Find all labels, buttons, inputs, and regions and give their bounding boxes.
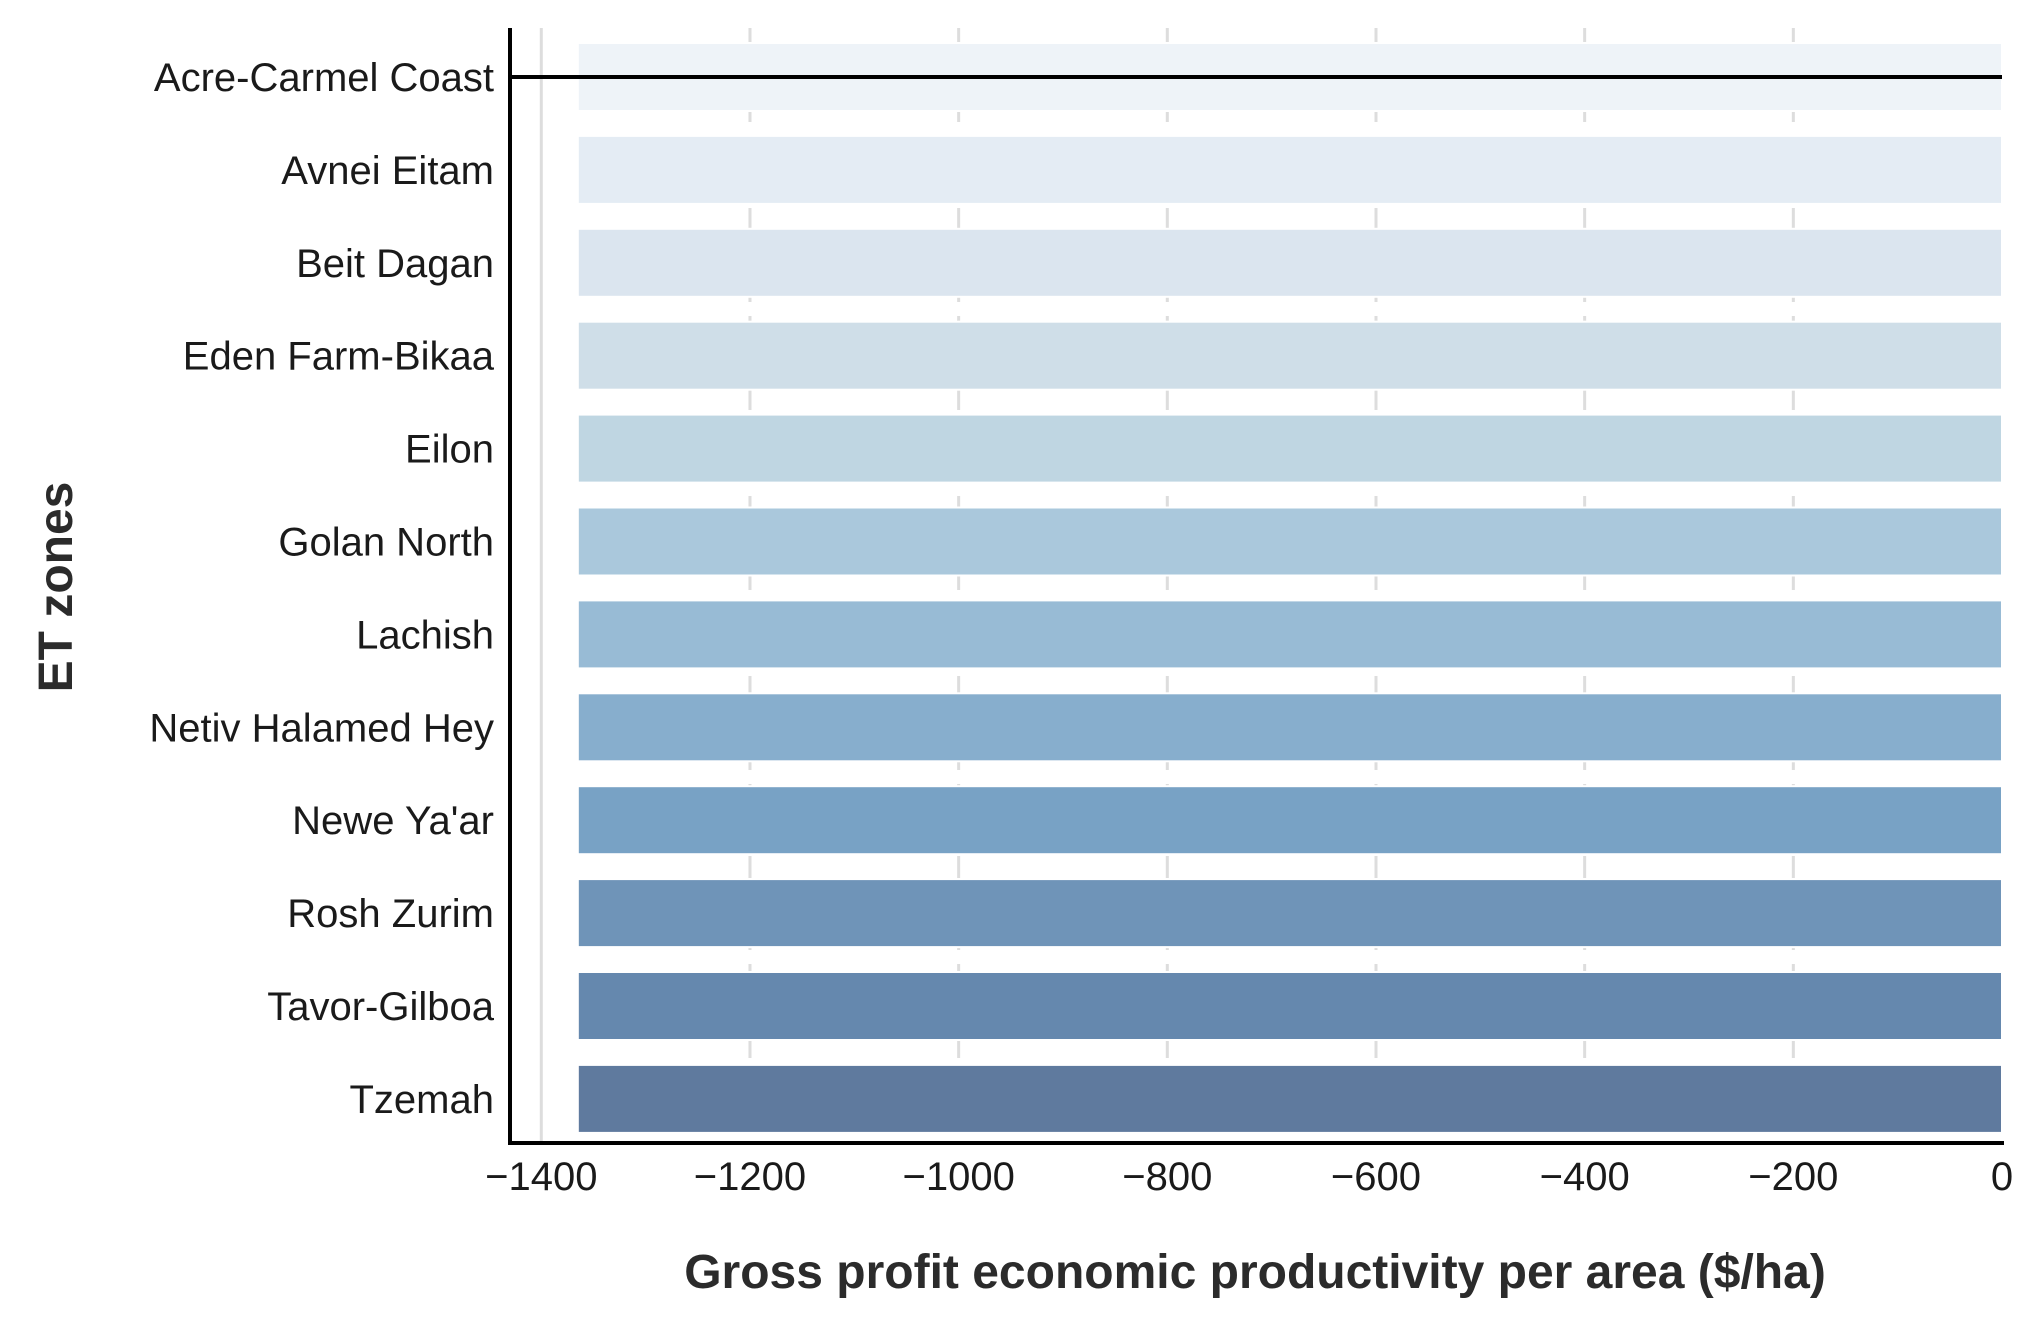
y-tick-label: Tavor-Gilboa (267, 985, 495, 1029)
y-tick-label: Newe Ya'ar (292, 799, 494, 843)
y-tick-label: Lachish (356, 613, 494, 657)
y-tick-label: Rosh Zurim (287, 892, 494, 936)
bar (576, 506, 2003, 577)
bar (576, 599, 2003, 670)
y-tick-label: Beit Dagan (296, 242, 494, 286)
x-axis-title: Gross profit economic productivity per a… (684, 1246, 1826, 1299)
x-tick-label: −200 (1748, 1155, 1838, 1199)
x-tick-label: −600 (1331, 1155, 1421, 1199)
x-tick-label: −400 (1540, 1155, 1630, 1199)
y-axis-title: ET zones (30, 482, 83, 693)
x-tick-label: −1400 (485, 1155, 597, 1199)
y-tick-label: Acre-Carmel Coast (154, 56, 494, 100)
y-tick-label: Golan North (278, 521, 494, 565)
y-tick-label: Eilon (405, 428, 494, 472)
bar (576, 878, 2003, 949)
bar (576, 320, 2003, 391)
axes (508, 28, 2004, 1145)
x-tick-labels: −1400 −1200 −1000 −800 −600 −400 −200 0 (485, 1155, 2013, 1199)
bars (576, 42, 2003, 1134)
x-tick-label: −1200 (694, 1155, 806, 1199)
x-tick-label: −1000 (902, 1155, 1014, 1199)
x-tick-label: −800 (1122, 1155, 1212, 1199)
x-tick-label: 0 (1991, 1155, 2013, 1199)
gridlines (539, 28, 1795, 1143)
y-tick-labels: Acre-Carmel Coast Avnei Eitam Beit Dagan Ed… (149, 56, 494, 1122)
y-tick-label: Netiv Halamed Hey (149, 706, 494, 750)
y-tick-label: Eden Farm-Bikaa (183, 335, 495, 379)
bar (576, 785, 2003, 856)
bar (576, 134, 2003, 205)
y-tick-label: Avnei Eitam (281, 149, 494, 193)
bar (576, 1063, 2003, 1134)
bar (576, 227, 2003, 298)
bar (576, 413, 2003, 484)
bar (576, 692, 2003, 763)
y-tick-label: Tzemah (350, 1078, 495, 1122)
bar (576, 971, 2003, 1041)
